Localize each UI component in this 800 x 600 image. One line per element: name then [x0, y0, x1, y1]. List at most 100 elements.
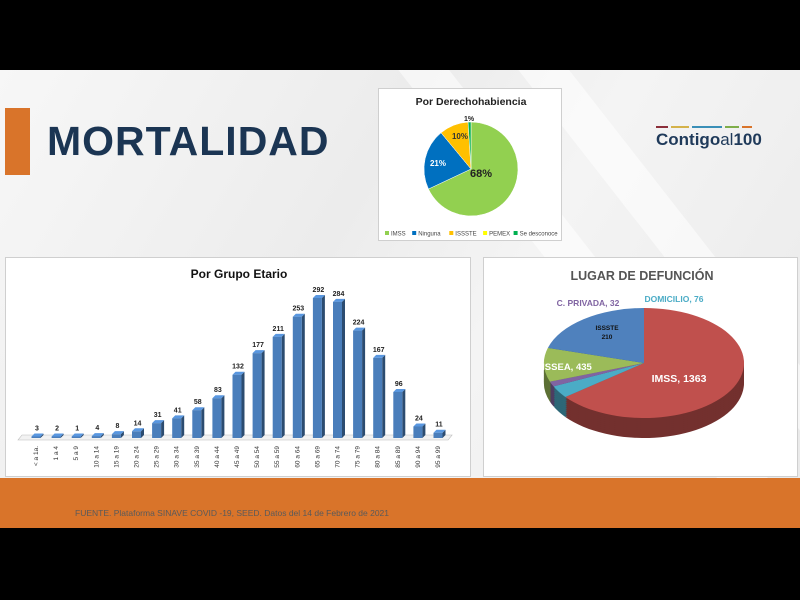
bar-top — [353, 327, 366, 331]
bar-top — [333, 298, 345, 302]
pie-slice-ninguna — [423, 132, 472, 190]
footer-band: FUENTE. Plataforma SINAVE COVID -19, SEE… — [0, 478, 800, 528]
legend-label: ISSSTE — [455, 232, 476, 238]
bar-top — [192, 407, 205, 411]
data-label: C. PRIVADA, 32 — [557, 298, 620, 308]
bar-side — [281, 333, 285, 438]
bar — [212, 398, 222, 438]
data-label: 177 — [252, 342, 264, 349]
bar-side — [120, 431, 124, 438]
bar-side — [362, 327, 366, 438]
tick-label: 80 a 84 — [375, 446, 382, 468]
data-label: 284 — [333, 291, 345, 298]
slide: MORTALIDAD Contigoal100 Por Derechohabie… — [0, 70, 800, 528]
bar — [111, 434, 121, 438]
tick-label: 50 a 54 — [254, 446, 261, 468]
tick-label: 30 a 34 — [174, 446, 181, 468]
legend-swatch — [513, 231, 518, 235]
bar — [353, 330, 363, 438]
bar — [71, 436, 81, 438]
data-label: 1 — [75, 426, 79, 433]
title-accent-bar — [5, 108, 30, 175]
derechohabiencia-pie: Por Derechohabiencia 68% 21% 10% 1% IMSS Ning… — [385, 96, 558, 238]
bar — [413, 426, 423, 438]
page-title: MORTALIDAD — [47, 118, 330, 164]
data-label: 253 — [292, 306, 304, 313]
tick-label: 75 a 79 — [355, 446, 362, 468]
pie-slice-issea — [547, 308, 644, 363]
bar-side — [40, 433, 44, 438]
bar-top — [51, 433, 64, 437]
grupo-etario-bar-chart: Por Grupo Etario 3 < a 1a. 2 1 a 4 1 5 a 9 4 10… — [17, 267, 453, 468]
legend-swatch — [483, 231, 488, 235]
pie-slice-domicilio — [553, 363, 644, 397]
chart-title: Por Grupo Etario — [191, 267, 288, 281]
data-label: 11 — [435, 422, 443, 429]
bar-side — [161, 420, 165, 438]
bar — [192, 410, 202, 438]
tick-label: 10 a 14 — [93, 446, 100, 468]
data-label: 224 — [353, 320, 365, 327]
tick-label: 20 a 24 — [134, 446, 141, 468]
contigo-al-100-logo: Contigoal100 — [656, 126, 762, 150]
bar-side — [342, 298, 345, 438]
data-label: 211 — [273, 326, 284, 333]
bar — [252, 353, 262, 438]
data-label-line: ISSSTE — [595, 325, 619, 332]
data-label: 24 — [415, 415, 423, 422]
data-label: 167 — [373, 347, 385, 354]
data-label: 1% — [464, 116, 475, 123]
data-label: 31 — [154, 412, 162, 419]
bar — [31, 436, 41, 438]
data-label: 8 — [115, 423, 119, 430]
bar-side — [422, 423, 426, 438]
bar-side — [301, 313, 305, 438]
bar — [272, 336, 282, 438]
pie-slice-se-desconoce — [467, 121, 472, 170]
pie-slice-imss — [565, 308, 744, 418]
bar-side — [221, 395, 225, 438]
bar-top — [232, 371, 245, 375]
tick-label: 70 a 74 — [335, 446, 342, 468]
data-label: 58 — [194, 399, 202, 406]
bar-top — [31, 433, 44, 437]
data-label: IMSS, 1363 — [652, 373, 707, 385]
bar-side — [141, 428, 144, 438]
bar-side — [402, 388, 406, 438]
bar-side — [241, 371, 245, 438]
data-label: 10% — [452, 132, 468, 141]
data-label: 21% — [430, 159, 446, 168]
data-label: 96 — [395, 381, 403, 388]
legend-label: PEMEX — [489, 232, 510, 238]
bar — [393, 391, 403, 438]
chart-title: LUGAR DE DEFUNCIÓN — [570, 268, 713, 283]
data-label: 132 — [232, 364, 244, 371]
bar-top — [292, 313, 305, 317]
grupo-etario-chart: Por Grupo Etario 3 < a 1a. 2 1 a 4 1 5 a 9 4 10… — [5, 257, 471, 477]
pie-slice-imss — [428, 121, 519, 217]
bar-top — [111, 431, 124, 435]
tick-label: 5 a 9 — [73, 446, 80, 461]
tick-label: < a 1a. — [33, 446, 40, 466]
bar — [373, 357, 383, 438]
bar — [433, 432, 443, 438]
data-label: 41 — [174, 407, 182, 414]
bar-top — [91, 433, 104, 437]
bar-top — [152, 420, 165, 424]
lugar-defuncion-pie: LUGAR DE DEFUNCIÓN IMSS, 1363 DOMICILIO, … — [542, 268, 744, 438]
tick-label: 1 a 4 — [53, 446, 60, 461]
derechohabiencia-chart: Por Derechohabiencia 68% 21% 10% 1% IMSS Ning… — [378, 88, 562, 241]
bar — [312, 298, 322, 438]
bar-top — [393, 388, 406, 392]
data-label: 68% — [470, 168, 492, 180]
bar-top — [373, 354, 386, 358]
pie-slice-c--privada — [549, 363, 644, 387]
bar — [292, 316, 302, 438]
data-label: ISSSTE 210 — [595, 325, 619, 341]
bar-top — [212, 395, 225, 399]
tick-label: 55 a 59 — [274, 446, 281, 468]
data-label: DOMICILIO, 76 — [644, 294, 703, 304]
data-label: 3 — [35, 426, 39, 433]
bar-side — [261, 350, 265, 438]
legend-swatch — [385, 231, 389, 235]
